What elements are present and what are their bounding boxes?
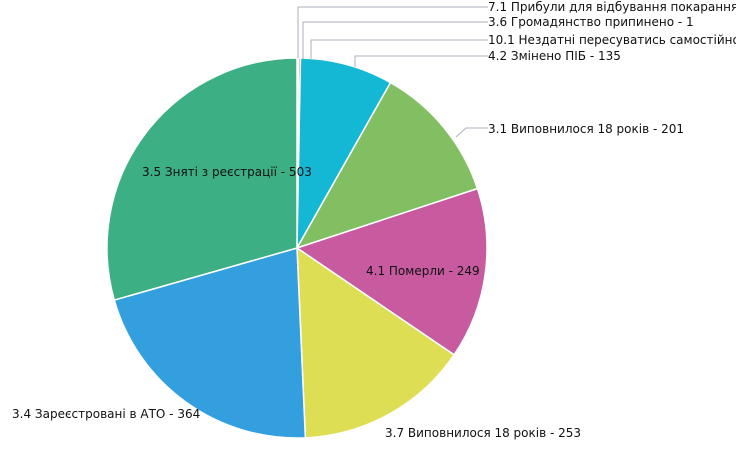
slice-label-9: 3.5 Зняті з реєстрації - 503 [142, 165, 312, 179]
slice-label-2: 3.6 Громадянство припинено - 1 [488, 15, 694, 29]
pie-slice-5[interactable] [295, 81, 479, 250]
leader-line-2 [302, 21, 488, 59]
slice-label-8: 3.4 Зареєстровані в АТО - 364 [12, 407, 200, 421]
slice-label-1: 7.1 Прибули для відбування покарання - 1 [488, 0, 736, 14]
pie-slice-7[interactable] [296, 246, 456, 439]
leader-line-3 [310, 39, 488, 60]
slice-label-4: 4.2 Змінено ПІБ - 135 [488, 49, 621, 63]
slice-label-7: 3.7 Виповнилося 18 років - 253 [385, 426, 581, 440]
leader-line-1 [297, 6, 488, 58]
pie-slice-4[interactable] [296, 57, 392, 249]
slice-label-6: 4.1 Померли - 249 [366, 264, 480, 278]
pie-slice-9[interactable] [106, 57, 298, 301]
leader-line-4 [354, 55, 488, 67]
pie-slice-6[interactable] [295, 187, 488, 356]
pie-slice-8[interactable] [113, 247, 307, 439]
leader-line-5 [455, 127, 488, 138]
slice-label-5: 3.1 Виповнилося 18 років - 201 [488, 122, 684, 136]
slice-label-3: 10.1 Нездатні пересуватись самостійно - … [488, 33, 736, 47]
